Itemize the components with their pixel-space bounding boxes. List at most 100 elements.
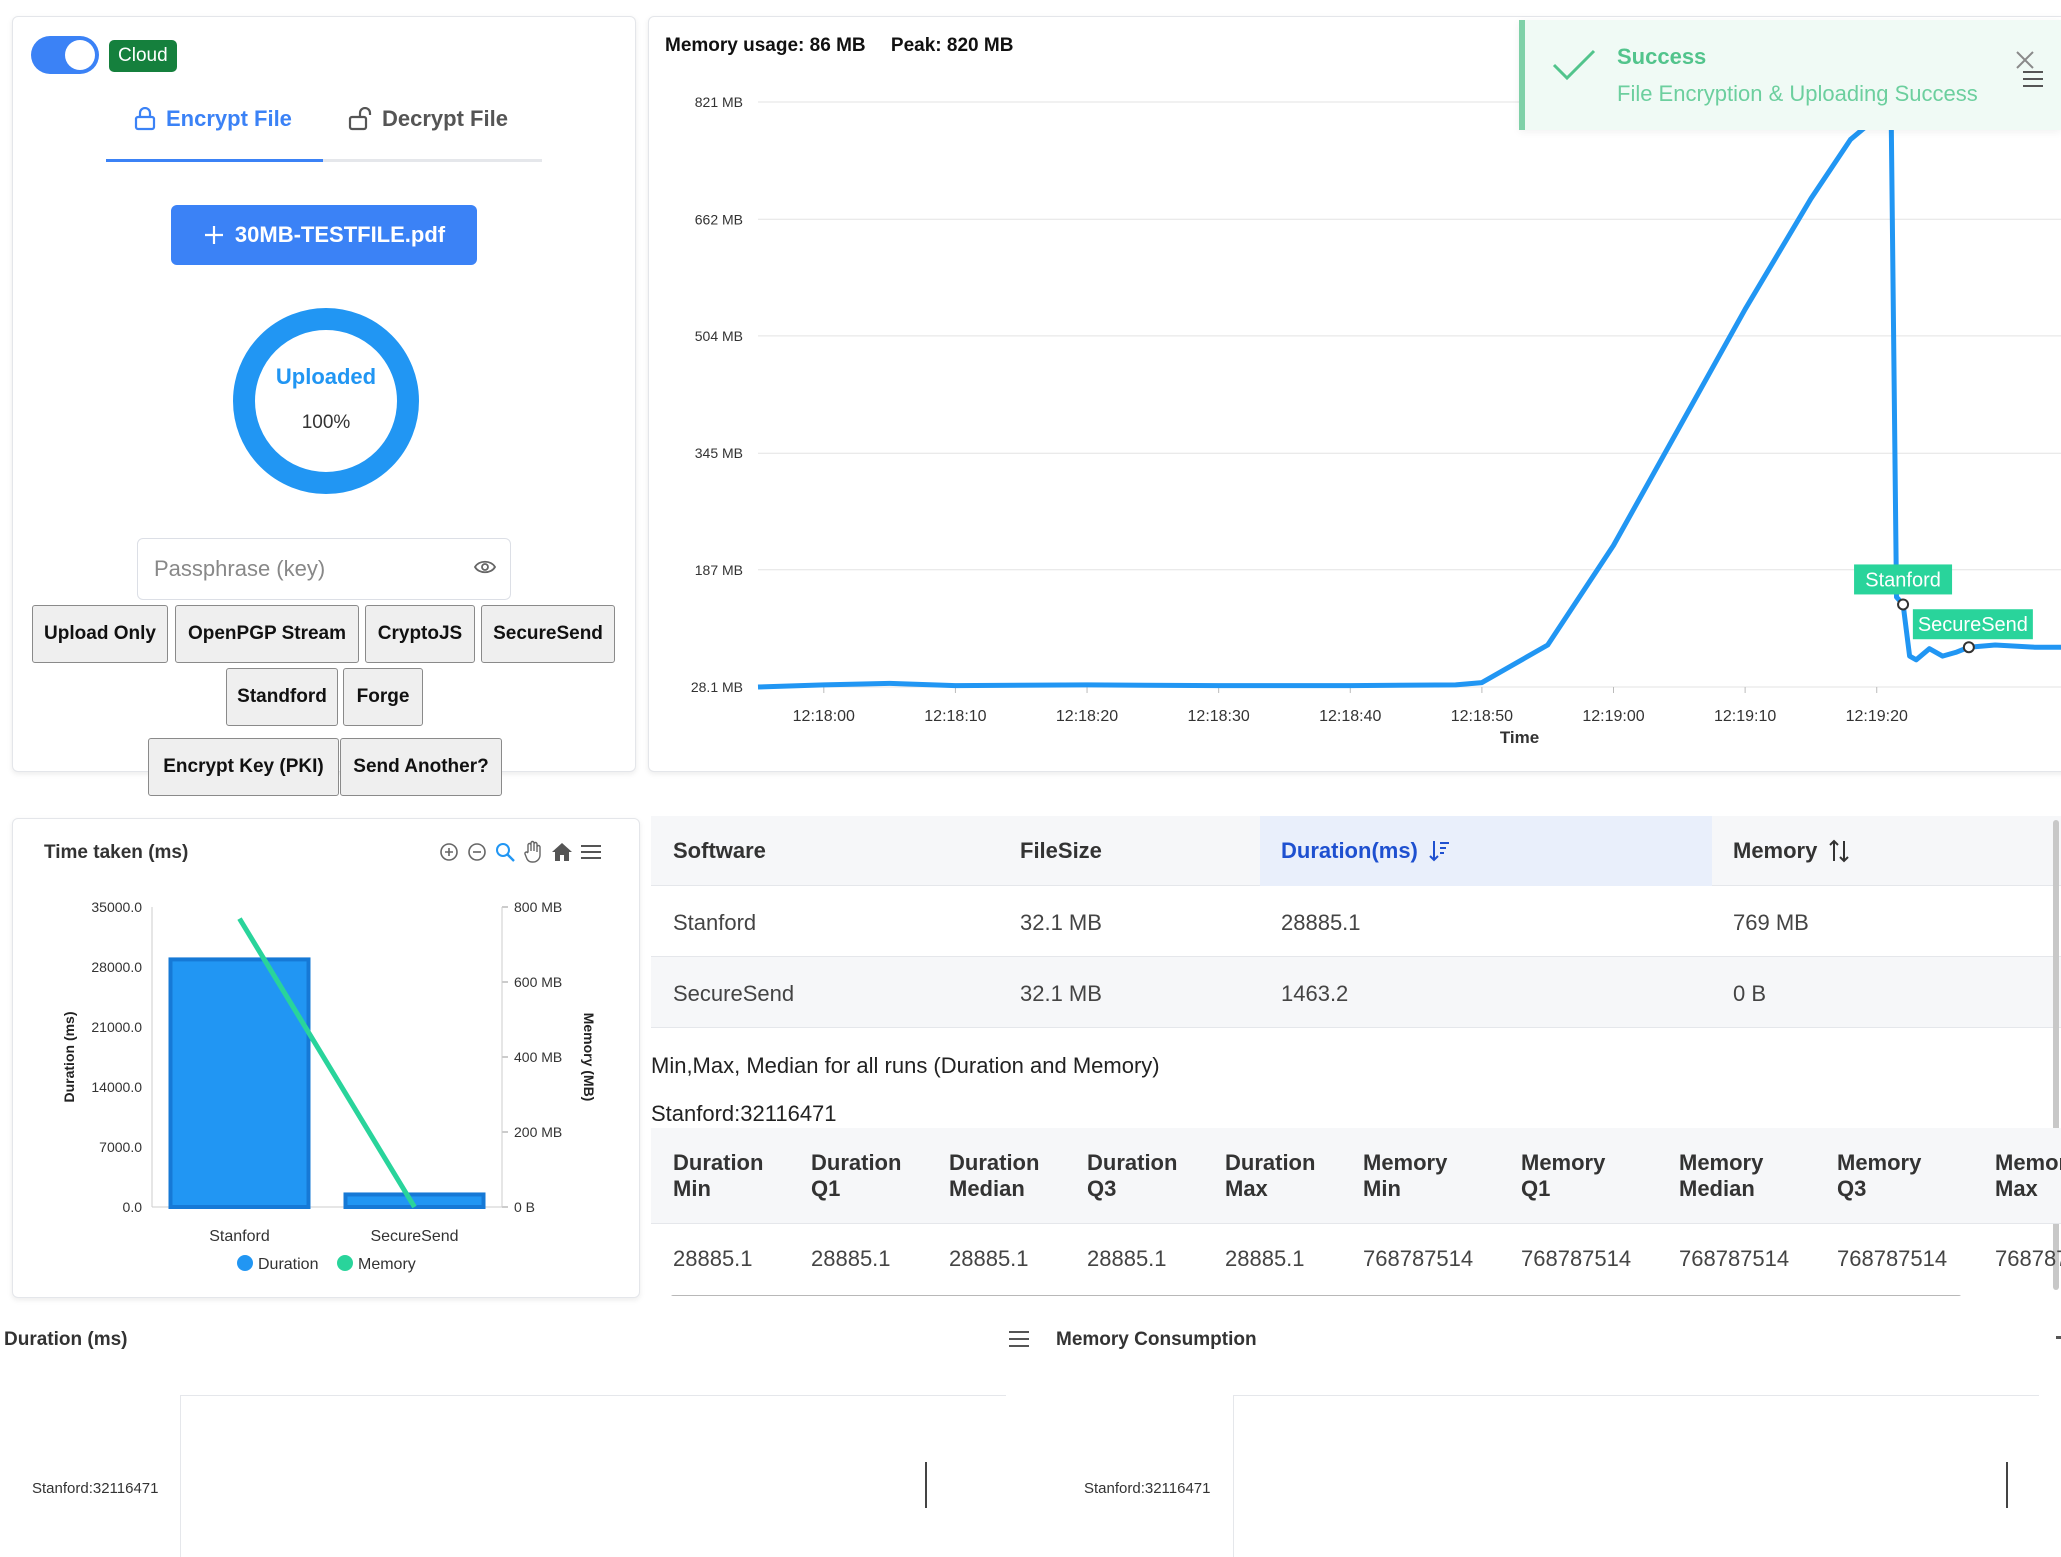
lock-icon (134, 107, 156, 131)
annotation-label: Stanford (1865, 569, 1941, 591)
y-tick-label: 345 MB (695, 445, 743, 461)
x-tick-label: 12:18:30 (1188, 708, 1250, 725)
sort-desc-icon (1429, 841, 1449, 862)
memory-series-line (757, 106, 2061, 690)
standford-button[interactable]: Standford (226, 668, 338, 726)
stats-col-header[interactable]: Memory Q3 (1837, 1150, 1922, 1201)
stats-col-header[interactable]: Memory Median (1679, 1150, 1764, 1201)
chart-toolbar (438, 840, 602, 864)
menu-icon[interactable] (580, 843, 602, 861)
time-taken-title: Time taken (ms) (44, 842, 189, 863)
y2-tick-label: 400 MB (514, 1049, 562, 1065)
row1-memory: 769 MB (1733, 910, 1809, 935)
memory-chart-panel (648, 16, 2061, 772)
stats-col-header[interactable]: Duration Q3 (1087, 1150, 1178, 1201)
memory-chart-category: Stanford:32116471 (1084, 1480, 1211, 1497)
securesend-button[interactable]: SecureSend (481, 605, 615, 663)
horizontal-scrollbar[interactable] (671, 1295, 1961, 1296)
forge-button[interactable]: Forge (343, 668, 423, 726)
duration-chart-menu-icon[interactable] (1008, 1330, 1030, 1348)
memory-chart-menu-dot[interactable] (2056, 1336, 2061, 1339)
row2-memory: 0 B (1733, 981, 1767, 1006)
stats-value: 28885.1 (1225, 1246, 1305, 1271)
table-row[interactable] (651, 957, 2061, 1028)
time-taken-bar-chart: 35000.0 28000.0 21000.0 14000.0 7000.0 0.0 800… (61, 899, 597, 1273)
legend-memory-marker (337, 1255, 353, 1271)
check-icon (1552, 49, 1596, 81)
stats-col-header[interactable]: MemoryMax (1995, 1150, 2061, 1201)
y-tick-label: 28000.0 (91, 959, 142, 975)
cloud-toggle[interactable] (31, 36, 99, 74)
table-row[interactable] (651, 886, 2061, 957)
stats-value: 768787514 (1521, 1246, 1632, 1271)
close-icon[interactable] (2015, 50, 2035, 70)
row2-duration: 1463.2 (1281, 981, 1349, 1006)
stats-col-header[interactable]: Memory Q1 (1521, 1150, 1606, 1201)
col-memory[interactable]: Memory (1733, 838, 1851, 864)
chart-menu-icon[interactable] (2022, 70, 2044, 88)
legend-memory-label: Memory (358, 1256, 416, 1273)
tab-encrypt-file[interactable]: Encrypt File (134, 106, 292, 132)
y-tick-label: 821 MB (695, 94, 743, 110)
x-tick-label: 12:18:40 (1319, 708, 1381, 725)
upload-only-button[interactable]: Upload Only (32, 605, 168, 663)
y2-tick-label: 0 B (514, 1199, 535, 1215)
encrypt-key-pki-button[interactable]: Encrypt Key (PKI) (148, 738, 339, 796)
duration-bar (168, 957, 311, 1210)
tab-decrypt-label: Decrypt File (382, 106, 508, 131)
tab-decrypt-file[interactable]: Decrypt File (348, 106, 508, 132)
unlock-icon (348, 107, 372, 131)
x-tick-label: 12:19:10 (1714, 708, 1776, 725)
sorted-column-highlight (1260, 816, 1712, 886)
zoom-in-icon[interactable] (438, 841, 460, 863)
stats-col-header[interactable]: Duration Max (1225, 1150, 1316, 1201)
memory-chart-plot (1233, 1395, 2039, 1557)
y-tick-label: 14000.0 (91, 1079, 142, 1095)
stats-value: 28885.1 (673, 1246, 753, 1271)
x-tick-label: 12:18:00 (793, 708, 855, 725)
duration-chart-marker (925, 1462, 927, 1508)
home-icon[interactable] (550, 841, 574, 863)
stats-col-header[interactable]: Duration Median (949, 1150, 1040, 1201)
stats-value: 28885.1 (1087, 1246, 1167, 1271)
col-software[interactable]: Software (673, 838, 766, 863)
vertical-scrollbar[interactable] (2053, 820, 2059, 1290)
zoom-selection-icon[interactable] (494, 841, 516, 863)
row1-duration: 28885.1 (1281, 910, 1361, 935)
duration-chart-category: Stanford:32116471 (32, 1480, 159, 1497)
col-duration[interactable]: Duration(ms) (1281, 838, 1450, 864)
col-filesize[interactable]: FileSize (1020, 838, 1102, 863)
memory-series-line (237, 917, 417, 1209)
memory-line-chart: 821 MB 662 MB 504 MB 345 MB 187 MB 28.1 MB 12:… (691, 94, 2061, 747)
cryptojs-button[interactable]: CryptoJS (365, 605, 475, 663)
stats-heading: Min,Max, Median for all runs (Duration a… (651, 1053, 1160, 1078)
stats-value: 768787514 (1679, 1246, 1790, 1271)
stats-table: Duration Min Duration Q1 Duration Median Durat… (651, 1128, 2061, 1296)
select-file-button[interactable]: 30MB-TESTFILE.pdf (171, 205, 477, 265)
y-tick-label: 35000.0 (91, 899, 142, 915)
row2-software: SecureSend (673, 981, 795, 1006)
send-another-button[interactable]: Send Another? (340, 738, 502, 796)
col-duration-label: Duration(ms) (1281, 838, 1418, 863)
cloud-badge: Cloud (109, 40, 177, 72)
openpgp-stream-button[interactable]: OpenPGP Stream (175, 605, 359, 663)
y2-tick-label: 800 MB (514, 899, 562, 915)
success-toast: Success File Encryption & Uploading Succ… (1519, 20, 2061, 130)
tab-encrypt-label: Encrypt File (166, 106, 292, 131)
x-tick-label: 12:18:50 (1451, 708, 1513, 725)
eye-icon[interactable] (474, 559, 496, 575)
col-memory-label: Memory (1733, 838, 1818, 863)
x-tick-label: 12:19:20 (1846, 708, 1908, 725)
passphrase-input[interactable] (154, 551, 454, 587)
stats-col-header[interactable]: Duration Min (673, 1150, 764, 1201)
stats-col-header[interactable]: Memory Min (1363, 1150, 1448, 1201)
stats-col-header[interactable]: Duration Q1 (811, 1150, 902, 1201)
y2-axis-title: Memory (MB) (581, 1013, 597, 1102)
legend-duration-label: Duration (258, 1256, 318, 1273)
pan-hand-icon[interactable] (522, 840, 544, 864)
legend-duration-marker (237, 1255, 253, 1271)
memory-header: Memory usage: 86 MB Peak: 820 MB (665, 35, 1033, 57)
zoom-out-icon[interactable] (466, 841, 488, 863)
duration-chart-title: Duration (ms) (4, 1329, 128, 1350)
row1-software: Stanford (673, 910, 757, 935)
